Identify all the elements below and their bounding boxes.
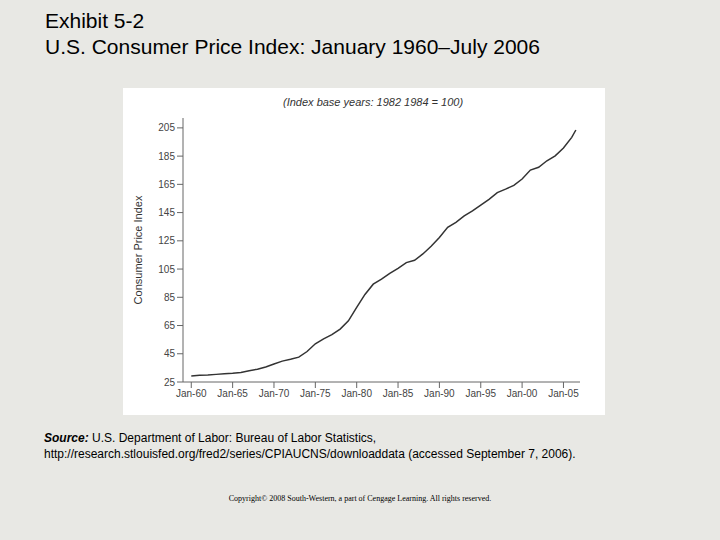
svg-text:Jan-65: Jan-65 [217,388,248,399]
svg-text:45: 45 [164,348,176,359]
svg-text:Jan-70: Jan-70 [259,388,290,399]
svg-text:Jan-90: Jan-90 [424,388,455,399]
svg-text:Consumer Price Index: Consumer Price Index [132,195,144,304]
html-text:Exhibit 5-2: Exhibit 5-2 [45,9,145,32]
svg-text:Jan-85: Jan-85 [383,388,414,399]
svg-text:Jan-00: Jan-00 [507,388,538,399]
svg-text:105: 105 [158,264,175,275]
html-text:Copyright© 2008 South-Western,: Copyright© 2008 South-Western, a part of… [228,494,492,503]
html-text:U.S. Consumer Price Index: Jan: U.S. Consumer Price Index: January 1960–… [45,35,540,58]
svg-text:Jan-05: Jan-05 [548,388,579,399]
svg-text:125: 125 [158,235,175,246]
svg-text:Jan-95: Jan-95 [465,388,496,399]
svg-text:Jan-60: Jan-60 [176,388,207,399]
svg-text:Jan-75: Jan-75 [300,388,331,399]
html-text:Source: U.S. Department of Lab: Source: U.S. Department of Labor: Bureau… [44,431,576,461]
svg-text:85: 85 [164,292,176,303]
svg-text:185: 185 [158,151,175,162]
html-text:(Index base years: 1982 1984 =: (Index base years: 1982 1984 = 100) [283,96,464,108]
svg-text:25: 25 [164,377,176,388]
svg-text:165: 165 [158,179,175,190]
svg-text:145: 145 [158,207,175,218]
svg-text:Jan-80: Jan-80 [341,388,372,399]
svg-text:205: 205 [158,122,175,133]
svg-text:65: 65 [164,320,176,331]
